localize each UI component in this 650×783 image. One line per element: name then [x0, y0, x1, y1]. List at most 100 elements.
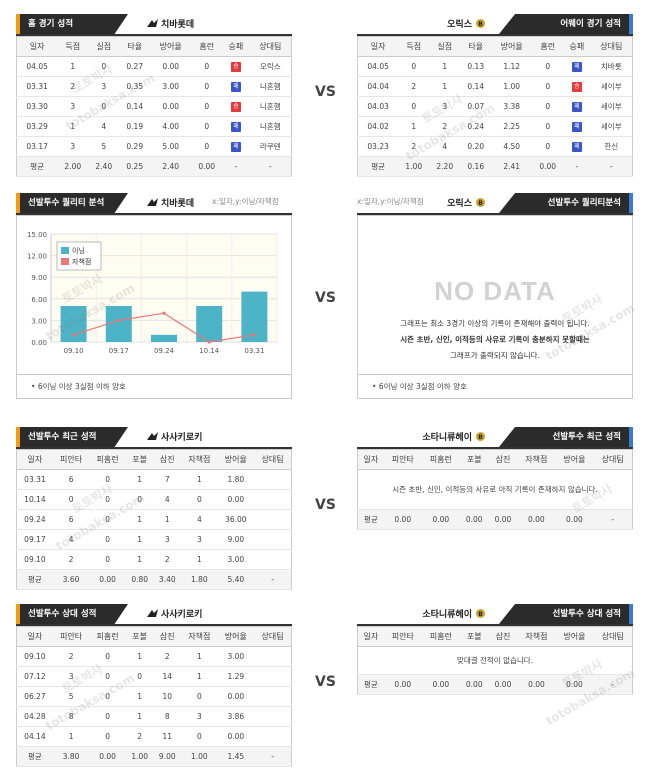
average-row: 평균 2.00 2.40 0.25 2.40 0.00- -: [16, 156, 292, 177]
table-cell: 1: [429, 56, 461, 77]
loss-badge: 패: [230, 122, 241, 132]
table-cell: 0: [398, 96, 430, 117]
column-header: 홈런: [532, 36, 564, 57]
table-cell: 세이부: [590, 96, 633, 117]
table-cell: 2: [153, 549, 182, 570]
table-row: 03.31 6 0 1 7 1 1.80: [16, 469, 292, 490]
table-cell: [254, 666, 292, 687]
column-header: 일자: [357, 36, 399, 57]
panel-tab-title: 선발투수 상대 성적: [16, 604, 128, 624]
empty-message: 시즌 초반, 신인, 이적등의 사유로 아직 기록이 존재하지 않습니다.: [357, 469, 633, 510]
innings-bar: [151, 334, 177, 342]
table-cell: 0.14: [119, 96, 151, 117]
column-header: 포볼: [125, 626, 154, 647]
table-cell: 0: [89, 706, 126, 727]
table-cell: 2: [125, 726, 154, 747]
table-cell: 평균: [16, 156, 58, 177]
table-cell: 0: [191, 116, 223, 137]
column-header: 득점: [57, 36, 89, 57]
pitcher-recent-table-right: 일자 피안타 피홈런 포볼 삼진 자책점 방어율 상대팀 시즌 초반, 신인, 이적등의 사유…: [357, 449, 633, 530]
table-row: 03.30 3 0 0.14 0.00 0 승 니혼햄: [16, 96, 292, 117]
table-cell: 3.40: [153, 569, 182, 590]
legend-label: 이닝: [72, 246, 85, 255]
loss-badge: 패: [571, 142, 582, 152]
table-cell: 09.24: [16, 509, 53, 530]
panel-header: 선발투수 최근 성적 사사키로키: [16, 427, 292, 449]
table-cell: 04.05: [357, 56, 399, 77]
table-cell: [254, 509, 292, 530]
table-cell: 한신: [590, 136, 633, 157]
column-header: 피홈런: [421, 449, 460, 470]
pitcher-recent-panel: 선발투수 최근 성적 사사키로키 일자 피안타 피홈런 포볼 삼진 자책점 방어율 상대팀 0…: [16, 427, 292, 590]
table-cell: 0: [125, 666, 154, 687]
table-row: 07.12 3 0 0 14 1 1.29: [16, 666, 292, 687]
table-cell: 1: [125, 469, 154, 490]
away-record-table: 일자 득점 실점 타율 방어율 홈런 승패 상대팀 04.05 0 1 0.13 1.12 0 패 치바롯 0…: [357, 36, 633, 177]
table-cell: 03.17: [16, 136, 58, 157]
table-cell: 0: [88, 96, 120, 117]
table-cell: -: [249, 156, 292, 177]
table-cell: [254, 726, 292, 747]
table-cell: 0.00: [89, 569, 126, 590]
team-logo-icon: [147, 198, 158, 206]
table-cell: 03.31: [16, 76, 58, 97]
table-cell: 세이부: [590, 76, 633, 97]
table-cell: 0.13: [460, 56, 492, 77]
column-header: 방어율: [150, 36, 192, 57]
table-cell: 0.00: [459, 674, 489, 695]
column-header: 자책점: [517, 626, 556, 647]
table-cell: 0: [89, 646, 126, 667]
table-cell: 0: [89, 549, 126, 570]
team-logo-icon: [147, 19, 158, 27]
table-cell: 0.29: [119, 136, 151, 157]
table-cell: 4: [181, 509, 218, 530]
axis-note: x:일자,y:이닝/자책점: [357, 197, 424, 206]
panel-tab-title: 선발투수 퀄리티 분석: [16, 193, 128, 213]
table-cell: 1: [57, 116, 89, 137]
empty-message: 맞대결 전적이 없습니다.: [357, 646, 633, 675]
table-cell: 패: [222, 116, 250, 137]
table-cell: 0.00: [459, 509, 489, 530]
table-cell: 0.00: [217, 489, 255, 510]
column-header: 삼진: [488, 626, 518, 647]
panel-tab-title: 선발투수 최근 성적: [499, 427, 633, 447]
legend-label: 자책점: [72, 257, 91, 266]
table-cell: 3: [57, 136, 89, 157]
table-cell: 0: [89, 469, 126, 490]
column-header: 득점: [398, 36, 430, 57]
table-row: 09.10 2 0 1 2 1 3.00: [16, 549, 292, 570]
table-cell: 3: [88, 76, 120, 97]
table-cell: 2: [398, 76, 430, 97]
table-cell: 3: [57, 96, 89, 117]
table-cell: 0.00: [555, 674, 594, 695]
axis-note: x:일자,y:이닝/자책점: [212, 197, 279, 206]
table-cell: 4.50: [491, 136, 533, 157]
table-cell: 3.60: [52, 569, 90, 590]
panel-header: 선발투수 상대 성적 사사키로키: [16, 604, 292, 626]
table-cell: 10: [153, 686, 182, 707]
pitcher-quality-panel: 선발투수 퀄리티 분석 치바롯데 x:일자,y:이닝/자책점 0.00 3.00 6…: [16, 193, 292, 399]
panel-header: 선발투수 퀄리티 분석 치바롯데 x:일자,y:이닝/자책점: [16, 193, 292, 215]
table-cell: 5: [52, 686, 90, 707]
table-cell: [254, 686, 292, 707]
table-cell: 세이부: [590, 116, 633, 137]
table-cell: 0: [191, 56, 223, 77]
table-cell: 04.02: [357, 116, 399, 137]
table-cell: 04.14: [16, 726, 53, 747]
table-cell: 7: [153, 469, 182, 490]
table-cell: [254, 706, 292, 727]
panel-tab-title: 선발투수 최근 성적: [16, 427, 128, 447]
panel-tab-title: 선발투수 상대 성적: [499, 604, 633, 624]
table-cell: 03.29: [16, 116, 58, 137]
table-cell: 0: [89, 509, 126, 530]
table-cell: 0: [191, 136, 223, 157]
table-row: 04.28 8 0 1 8 3 3.86: [16, 706, 292, 727]
table-cell: 패: [563, 136, 591, 157]
table-cell: 1.80: [181, 569, 218, 590]
table-cell: 1.00: [125, 746, 154, 767]
column-header: 일자: [16, 626, 53, 647]
table-row: 04.14 1 0 2 11 0 0.00: [16, 726, 292, 747]
legend-swatch: [61, 247, 69, 254]
earned-runs-point: [207, 340, 211, 344]
table-cell: 0: [191, 76, 223, 97]
